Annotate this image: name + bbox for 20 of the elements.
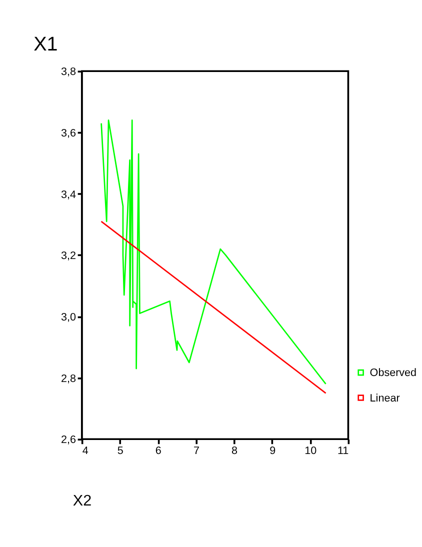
x-tick-label: 7 xyxy=(193,445,200,458)
x-tick-label: 9 xyxy=(270,445,276,458)
y-tick-label: 3,8 xyxy=(61,66,76,78)
y-tick-label: 3,4 xyxy=(61,188,76,201)
legend-label: Linear xyxy=(370,392,400,404)
text: X2 xyxy=(72,492,92,510)
y-tick-label: 3,2 xyxy=(61,250,76,262)
legend-label: Observed xyxy=(370,367,417,380)
x-tick-label: 6 xyxy=(155,445,162,458)
line-series xyxy=(100,120,326,385)
x-tick-label: 10 xyxy=(304,445,317,458)
y-tick-label: 2,8 xyxy=(61,372,76,385)
y-tick-label: 2,6 xyxy=(61,434,76,446)
x-tick-label: 4 xyxy=(82,445,88,458)
chart-title: X1 xyxy=(34,33,58,56)
x-tick-label: 8 xyxy=(232,445,238,458)
x-tick-label: 11 xyxy=(337,445,349,458)
y-tick-label: 3,0 xyxy=(61,312,76,324)
x-tick-label: 5 xyxy=(117,445,124,458)
y-tick-label: 3,6 xyxy=(61,128,76,140)
